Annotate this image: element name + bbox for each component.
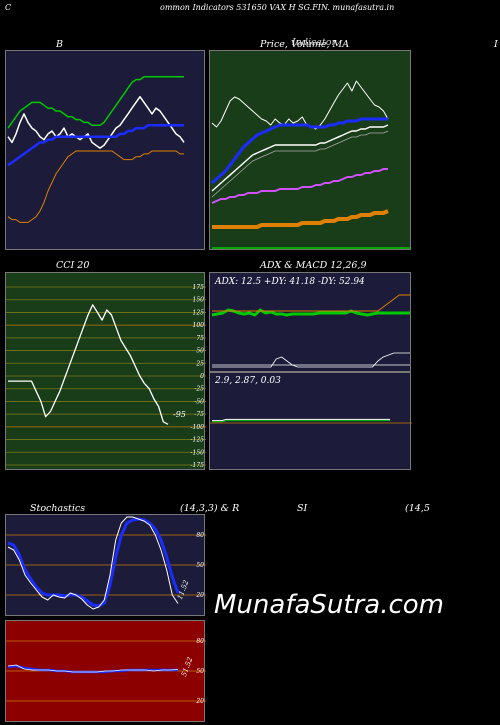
cci-tick-175: 175 — [193, 284, 205, 291]
price-chart — [211, 80, 410, 249]
stoch-line-k — [7, 516, 179, 610]
cci-tick--150: -150 — [191, 449, 205, 456]
cci-tick-0: 0 — [200, 373, 204, 380]
macd-line-MACD — [212, 418, 390, 422]
price-line-ma-white — [211, 124, 389, 192]
munafasutra-logo: MunafaSutra.com — [214, 590, 445, 620]
rsi-chart: 80 50 20 — [6, 638, 206, 705]
stoch-chart: 80 50 20 — [6, 516, 206, 610]
stoch-tick-50: 50 — [196, 562, 204, 569]
price-line-ma-orange — [212, 209, 389, 229]
cci-tick--125: -125 — [191, 437, 205, 444]
stoch-title: Stochastics — [30, 503, 86, 514]
cci-chart: 175 150 125 100 75 50 25 0 -25 -50 -75 -100 -125 -150… — [6, 284, 206, 469]
bb-line-lower — [7, 150, 184, 223]
adx-readout: ADX: 12.5 +DY: 41.18 -DY: 52.94 — [215, 277, 365, 287]
price-title: Price, Volume, MA — [260, 39, 350, 50]
price-line-ma-grey — [211, 130, 389, 198]
stoch-params: (14,3,3) & R — [180, 503, 240, 514]
adx-line-di-detail — [212, 352, 410, 368]
rsi-tick-80: 80 — [196, 638, 204, 645]
bb-panel — [5, 50, 205, 250]
rsi-params: (14,5 — [405, 503, 430, 514]
rsi-tick-20: 20 — [195, 698, 204, 705]
stoch-panel: 80 50 20 — [5, 514, 206, 616]
price-line-price — [211, 80, 389, 130]
cci-tick--75: -75 — [194, 411, 204, 418]
macd-readout: 2.9, 2.87, 0.03 — [215, 376, 281, 386]
cci-tick-50: 50 — [196, 348, 204, 355]
bb-line-middle — [7, 124, 184, 167]
adx-chart — [211, 294, 410, 368]
price-title-overlay: Indicator — [292, 37, 337, 48]
price-edge-char: I — [494, 39, 498, 50]
macd-line-signal — [212, 420, 390, 423]
cci-tick--25: -25 — [194, 386, 204, 393]
header-title: ommon Indicators 531650 VAX H SG.FIN. mu… — [160, 3, 395, 12]
cci-title: CCI 20 — [56, 260, 90, 271]
adx-line-minus-DY — [212, 294, 410, 312]
header-left-char: C — [5, 3, 12, 12]
price-line-ma-magenta — [211, 168, 388, 204]
bb-chart — [7, 75, 185, 223]
price-panel — [209, 50, 411, 250]
cci-tick--50: -50 — [194, 398, 204, 405]
rsi-line-rsi — [7, 664, 179, 673]
adx-macd-title: ADX & MACD 12,26,9 — [260, 260, 367, 271]
stoch-tick-80: 80 — [196, 532, 204, 539]
cci-line — [8, 304, 169, 425]
adx-line-ADX — [211, 308, 410, 317]
macd-chart — [210, 418, 412, 424]
cci-tick-150: 150 — [193, 297, 205, 304]
cci-tick-125: 125 — [193, 309, 205, 316]
price-line-ma-blue — [211, 117, 388, 185]
bb-line-price — [7, 95, 185, 149]
bb-title: B — [56, 39, 63, 50]
rsi-title: SI — [297, 503, 308, 514]
stoch-line-d — [7, 517, 180, 608]
rsi-tick-50: 50 — [196, 668, 204, 675]
adx-panel: ADX: 12.5 +DY: 41.18 -DY: 52.94 — [209, 272, 411, 372]
bb-line-upper — [7, 75, 184, 129]
cci-tick-75: 75 — [196, 335, 204, 342]
cci-tick-100: 100 — [193, 322, 205, 329]
stoch-tick-20: 20 — [195, 592, 204, 599]
cci-tick--100: -100 — [191, 424, 205, 431]
cci-panel: 175 150 125 100 75 50 25 0 -25 -50 -75 -100 -125 -150… — [5, 272, 206, 470]
rsi-panel: 80 50 20 — [5, 620, 206, 722]
cci-tick--175: -175 — [191, 462, 205, 469]
cci-tick-25: 25 — [195, 360, 204, 367]
macd-panel: 2.9, 2.87, 0.03 — [209, 372, 412, 470]
cci-value-label: -95 — [173, 410, 186, 419]
